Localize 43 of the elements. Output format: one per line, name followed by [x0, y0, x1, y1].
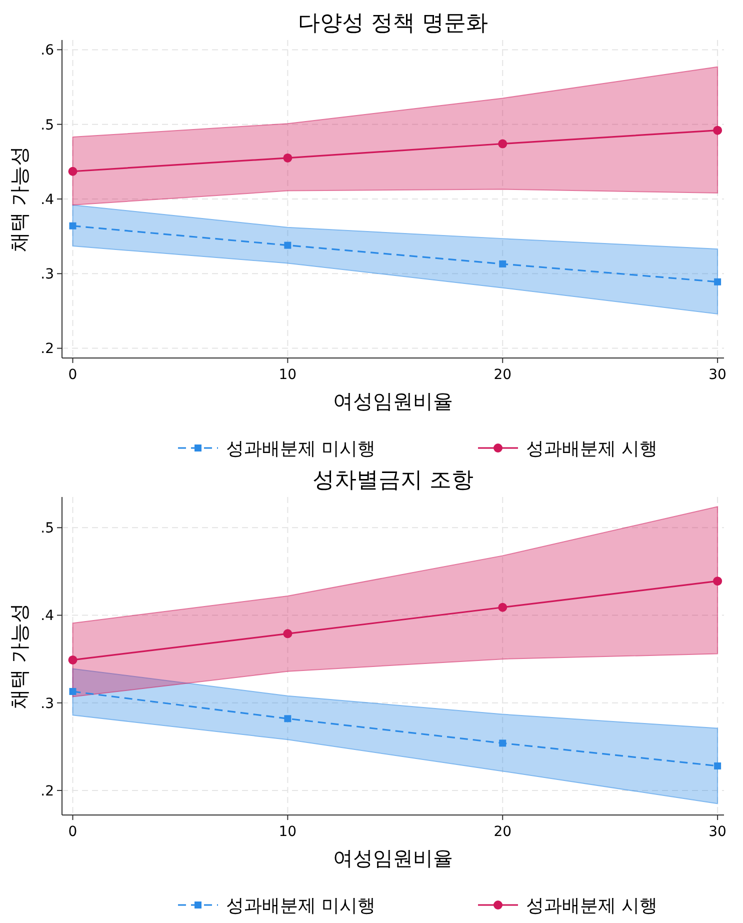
point	[499, 740, 506, 747]
chart-title: 다양성 정책 명문화	[298, 11, 488, 36]
point	[713, 126, 722, 135]
y-tick-label: .2	[40, 341, 54, 358]
x-tick-label: 20	[494, 824, 512, 840]
x-tick-label: 0	[68, 824, 78, 840]
point	[714, 762, 722, 770]
point	[69, 688, 76, 695]
point	[498, 139, 508, 148]
point	[283, 153, 292, 162]
point	[713, 576, 722, 586]
point	[69, 222, 76, 230]
x-tick-label: 10	[278, 824, 297, 840]
x-axis-title: 여성임원비율	[333, 389, 453, 413]
x-tick-label: 30	[708, 367, 726, 383]
x-axis-title: 여성임원비율	[333, 846, 453, 870]
y-tick-label: .4	[40, 192, 54, 208]
legend-label: 성과배분제 시행	[526, 438, 658, 460]
legend-label: 성과배분제 시행	[526, 895, 658, 916]
y-tick-label: .2	[40, 783, 54, 800]
y-tick-label: .6	[40, 42, 54, 59]
y-tick-label: .4	[40, 608, 54, 624]
chart-title: 성차별금지 조항	[312, 468, 474, 493]
legend-label: 성과배분제 미시행	[226, 438, 376, 460]
point	[498, 602, 508, 612]
legend-label: 성과배분제 미시행	[226, 895, 376, 916]
y-tick-label: .5	[40, 520, 54, 537]
x-tick-label: 30	[708, 824, 726, 840]
point	[68, 166, 78, 176]
y-tick-label: .3	[40, 266, 54, 283]
point	[283, 629, 292, 638]
point	[284, 715, 292, 722]
x-tick-label: 20	[494, 367, 512, 383]
y-axis-title: 채택 가능성	[7, 602, 31, 710]
point	[714, 278, 722, 286]
point	[284, 242, 292, 249]
point	[499, 260, 506, 268]
point	[68, 655, 78, 664]
x-tick-label: 0	[68, 367, 78, 383]
x-tick-label: 10	[278, 367, 297, 383]
y-tick-label: .3	[40, 696, 54, 712]
y-tick-label: .5	[40, 117, 54, 134]
y-axis-title: 채택 가능성	[7, 146, 31, 252]
